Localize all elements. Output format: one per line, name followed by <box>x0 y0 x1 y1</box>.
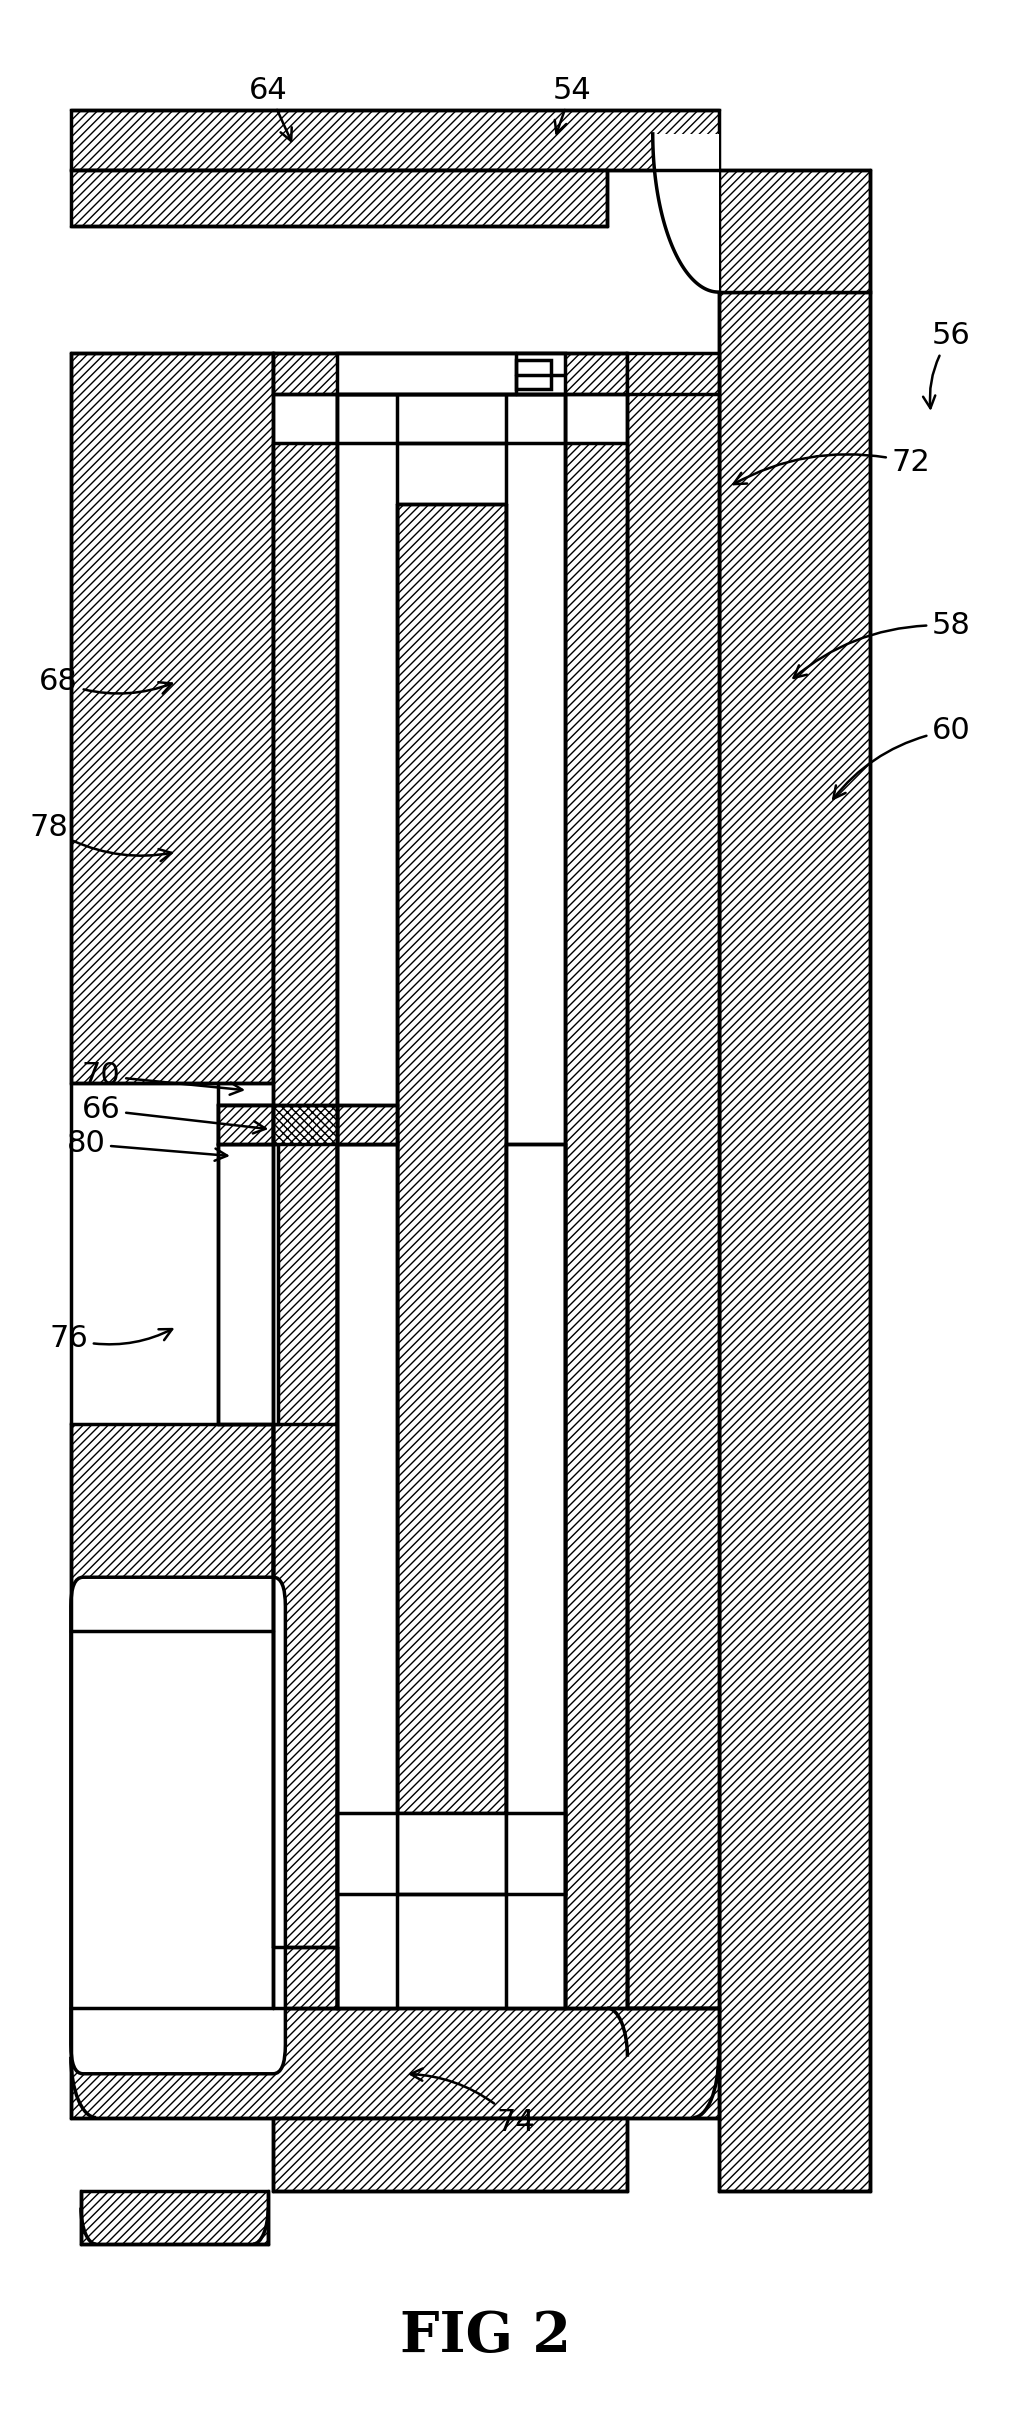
Text: 54: 54 <box>552 75 590 134</box>
Bar <box>337 1813 564 1894</box>
Text: 66: 66 <box>82 1095 266 1134</box>
Polygon shape <box>71 170 607 226</box>
Text: 76: 76 <box>50 1324 172 1353</box>
Text: 56: 56 <box>922 321 970 409</box>
Bar <box>85 1611 269 2032</box>
Polygon shape <box>71 2008 718 2118</box>
Polygon shape <box>71 110 718 170</box>
Polygon shape <box>718 170 869 292</box>
Bar <box>506 1144 564 2008</box>
Polygon shape <box>564 443 627 2008</box>
Polygon shape <box>217 1105 273 1144</box>
Text: 80: 80 <box>67 1129 227 1161</box>
Text: 74: 74 <box>410 2069 535 2137</box>
Polygon shape <box>217 1105 273 1144</box>
Text: 72: 72 <box>733 448 929 484</box>
Polygon shape <box>273 353 627 394</box>
Bar <box>217 1144 278 1424</box>
Bar <box>506 394 564 1894</box>
Bar <box>337 394 396 1894</box>
Text: 58: 58 <box>793 611 970 679</box>
Polygon shape <box>718 292 869 2191</box>
Text: 68: 68 <box>39 667 172 696</box>
Polygon shape <box>71 1424 273 1631</box>
Text: 70: 70 <box>82 1061 243 1095</box>
Polygon shape <box>337 1105 396 1144</box>
FancyBboxPatch shape <box>71 1577 285 2074</box>
Bar <box>337 353 564 394</box>
Polygon shape <box>627 353 718 2008</box>
Text: 60: 60 <box>832 716 970 798</box>
Polygon shape <box>71 353 273 1083</box>
Text: FIG 2: FIG 2 <box>400 2310 570 2363</box>
Polygon shape <box>273 2118 627 2191</box>
Polygon shape <box>273 1105 337 1144</box>
Bar <box>396 504 506 1813</box>
Bar <box>516 360 551 389</box>
Polygon shape <box>273 443 337 2008</box>
Bar <box>337 1144 396 2008</box>
Text: 78: 78 <box>29 813 172 862</box>
Bar <box>337 394 564 443</box>
Polygon shape <box>81 2191 268 2244</box>
Bar <box>652 134 718 292</box>
Text: 64: 64 <box>249 75 291 141</box>
Polygon shape <box>273 1424 337 1947</box>
